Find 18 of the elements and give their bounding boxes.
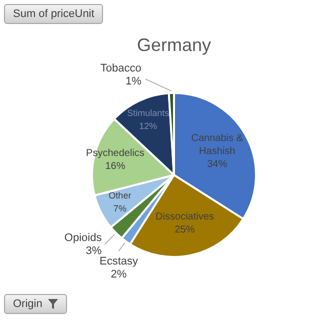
- text: Origin: [13, 298, 42, 310]
- data-label: 34%: [207, 159, 228, 170]
- data-label: 12%: [139, 121, 158, 132]
- data-label: 1%: [125, 76, 142, 88]
- slice-label: Ecstasy: [99, 256, 138, 268]
- slice-label: Stimulants: [127, 108, 170, 118]
- slice-label: Opioids: [64, 232, 102, 244]
- data-label: 3%: [86, 244, 102, 257]
- slice-label: Tobacco: [100, 62, 142, 75]
- slice-label: Other: [108, 190, 132, 201]
- data-label: 25%: [174, 224, 195, 236]
- data-label: 7%: [113, 204, 126, 214]
- data-label: 2%: [110, 268, 127, 281]
- slice-label: Cannabis & Hashish: [191, 133, 244, 158]
- data-label: 16%: [105, 161, 126, 172]
- chart-title: Germany: [136, 34, 212, 56]
- slice-label: Dissociatives: [156, 211, 214, 222]
- text: Sum of priceUnit: [4, 4, 104, 24]
